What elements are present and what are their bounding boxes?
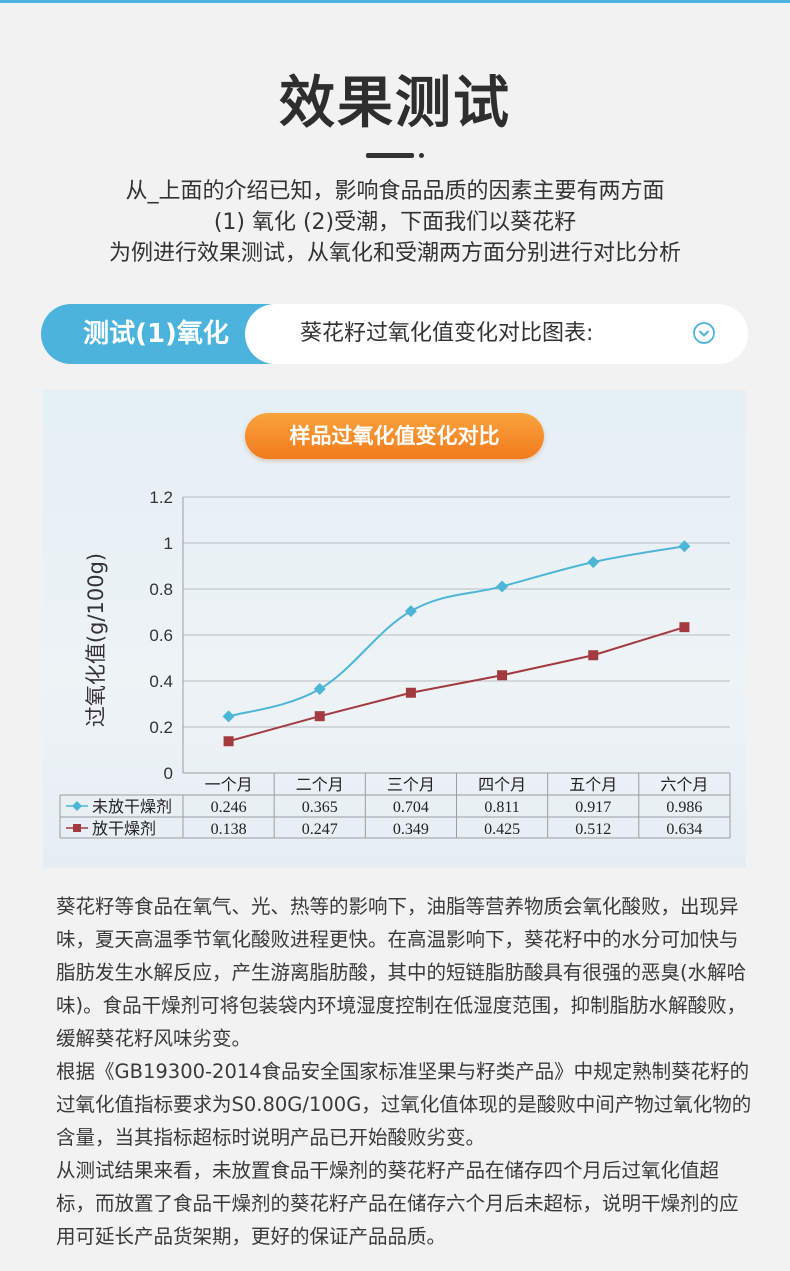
y-tick-label: 1 xyxy=(164,534,173,553)
title-underline xyxy=(366,153,414,158)
data-point xyxy=(313,683,326,696)
x-tick-label: 五个月 xyxy=(569,775,617,794)
section-divider-curve xyxy=(245,304,315,364)
data-label: 0.986 xyxy=(666,799,702,816)
data-point xyxy=(405,687,416,698)
top-rule xyxy=(0,0,790,3)
data-label: 0.704 xyxy=(393,799,429,816)
legend-marker xyxy=(72,801,82,811)
x-tick-label: 一个月 xyxy=(205,775,253,794)
data-label: 0.634 xyxy=(666,821,702,838)
data-label: 0.138 xyxy=(211,821,247,838)
data-point xyxy=(588,650,599,661)
x-tick-label: 三个月 xyxy=(387,775,435,794)
data-label: 0.512 xyxy=(575,821,611,838)
chart-title: 样品过氧化值变化对比 xyxy=(245,413,544,459)
paragraph-2: 根据《GB19300-2014食品安全国家标准坚果与籽类产品》中规定熟制葵花籽的… xyxy=(56,1060,752,1149)
x-tick-label: 六个月 xyxy=(660,775,708,794)
data-label: 0.246 xyxy=(211,799,247,816)
data-point xyxy=(587,556,600,569)
chart-panel xyxy=(43,390,746,868)
y-tick-label: 0.2 xyxy=(149,718,173,737)
x-tick-label: 二个月 xyxy=(296,775,344,794)
peroxide-chart: 0 0.2 0.4 0.6 0.8 1 1.2 过氧化值(g/100g) 一个月 二个月 三个月 四个… xyxy=(59,488,731,839)
series-line xyxy=(228,626,685,743)
data-point xyxy=(222,710,235,723)
title-underline-dot xyxy=(419,153,424,158)
y-tick-label: 0.4 xyxy=(149,672,173,691)
legend-label: 放干燥剂 xyxy=(92,819,156,838)
data-label: 0.349 xyxy=(393,821,429,838)
data-label: 0.811 xyxy=(484,799,519,816)
y-tick-label: 0.8 xyxy=(149,580,173,599)
intro-line-3: 为例进行效果测试，从氧化和受潮两方面分别进行对比分析 xyxy=(108,241,681,266)
series-line xyxy=(228,545,685,718)
chevron-down-circle-icon[interactable] xyxy=(693,322,715,344)
legend-label: 未放干燥剂 xyxy=(92,797,172,816)
intro-line-1: 从_上面的介绍已知，影响食品品质的因素主要有两方面 xyxy=(125,179,665,204)
section-description: 葵花籽过氧化值变化对比图表: xyxy=(300,321,594,346)
intro-line-2: (1) 氧化 (2)受潮，下面我们以葵花籽 xyxy=(213,210,577,235)
data-point xyxy=(679,622,690,633)
intro-text: 从_上面的介绍已知，影响食品品质的因素主要有两方面 (1) 氧化 (2)受潮，下… xyxy=(40,176,750,269)
y-tick-label: 0 xyxy=(164,764,173,783)
data-label: 0.425 xyxy=(484,821,520,838)
y-tick-label: 0.6 xyxy=(149,626,173,645)
data-point xyxy=(496,580,509,593)
paragraph-3: 从测试结果来看，未放置食品干燥剂的葵花籽产品在储存四个月后过氧化值超标，而放置了… xyxy=(56,1159,739,1248)
y-axis-title: 过氧化值(g/100g) xyxy=(84,553,108,727)
body-text: 葵花籽等食品在氧气、光、热等的影响下，油脂等营养物质会氧化酸败，出现异味，夏天高… xyxy=(56,890,756,1253)
data-point xyxy=(223,736,234,747)
data-point xyxy=(404,605,417,618)
data-label: 0.247 xyxy=(302,821,338,838)
paragraph-1: 葵花籽等食品在氧气、光、热等的影响下，油脂等营养物质会氧化酸败，出现异味，夏天高… xyxy=(56,895,747,1050)
page-title: 效果测试 xyxy=(279,71,511,136)
section-label-bg xyxy=(41,304,281,364)
data-label: 0.917 xyxy=(575,799,611,816)
data-point xyxy=(678,540,691,553)
y-tick-label: 1.2 xyxy=(149,488,173,507)
data-point xyxy=(314,711,325,722)
data-label: 0.365 xyxy=(302,799,338,816)
legend-marker xyxy=(73,824,81,832)
data-point xyxy=(497,670,508,681)
section-label: 测试(1)氧化 xyxy=(83,319,229,349)
x-tick-label: 四个月 xyxy=(478,775,526,794)
